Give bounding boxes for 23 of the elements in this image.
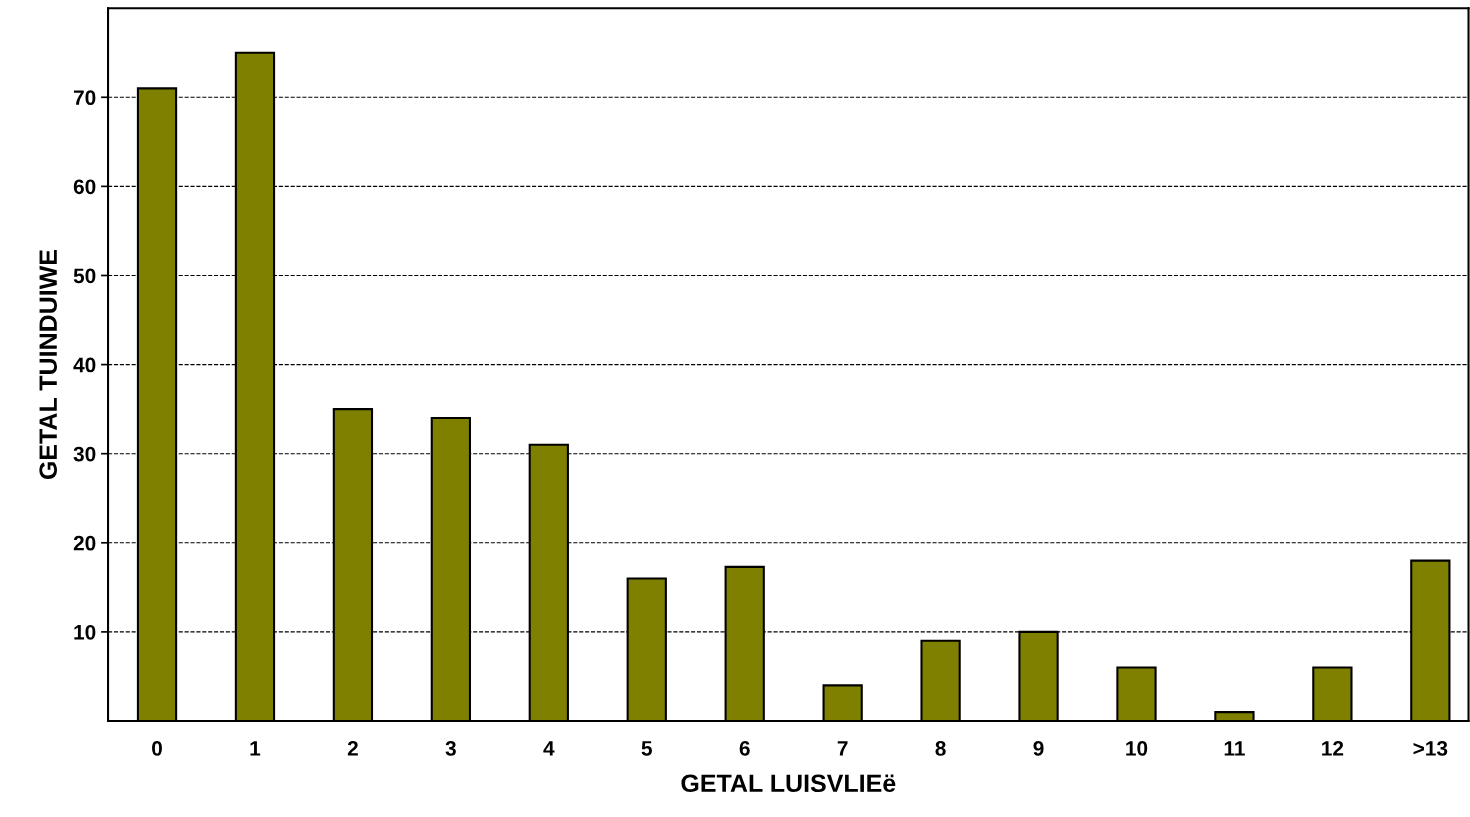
y-axis-title: GETAL TUINDUIWE bbox=[39, 250, 58, 480]
y-tick-label: 40 bbox=[73, 357, 96, 373]
y-tick-label: 70 bbox=[73, 90, 96, 106]
y-tick-label: 30 bbox=[73, 446, 96, 462]
x-tick-label: 2 bbox=[347, 741, 358, 756]
y-tick-label: 20 bbox=[73, 535, 96, 551]
x-tick-label: 4 bbox=[543, 741, 555, 756]
x-tick-label: 12 bbox=[1322, 741, 1344, 756]
x-tick-label: 10 bbox=[1126, 741, 1148, 756]
x-tick-label: 7 bbox=[837, 741, 848, 756]
x-tick-label: >13 bbox=[1413, 741, 1448, 756]
x-tick-label: 0 bbox=[152, 741, 162, 756]
x-tick-label: 9 bbox=[1033, 741, 1044, 756]
y-tick-label: 50 bbox=[73, 268, 96, 284]
x-tick-label: 11 bbox=[1224, 741, 1245, 756]
x-tick-label: 1 bbox=[250, 741, 261, 756]
x-tick-label: 8 bbox=[935, 741, 946, 756]
y-tick-label: 10 bbox=[74, 624, 96, 640]
x-axis-title: GETAL LUISVLIEë bbox=[681, 774, 896, 793]
x-tick-label: 5 bbox=[641, 741, 652, 756]
x-tick-label: 3 bbox=[445, 741, 456, 756]
y-tick-label: 60 bbox=[73, 179, 96, 195]
x-tick-label: 6 bbox=[739, 741, 750, 756]
